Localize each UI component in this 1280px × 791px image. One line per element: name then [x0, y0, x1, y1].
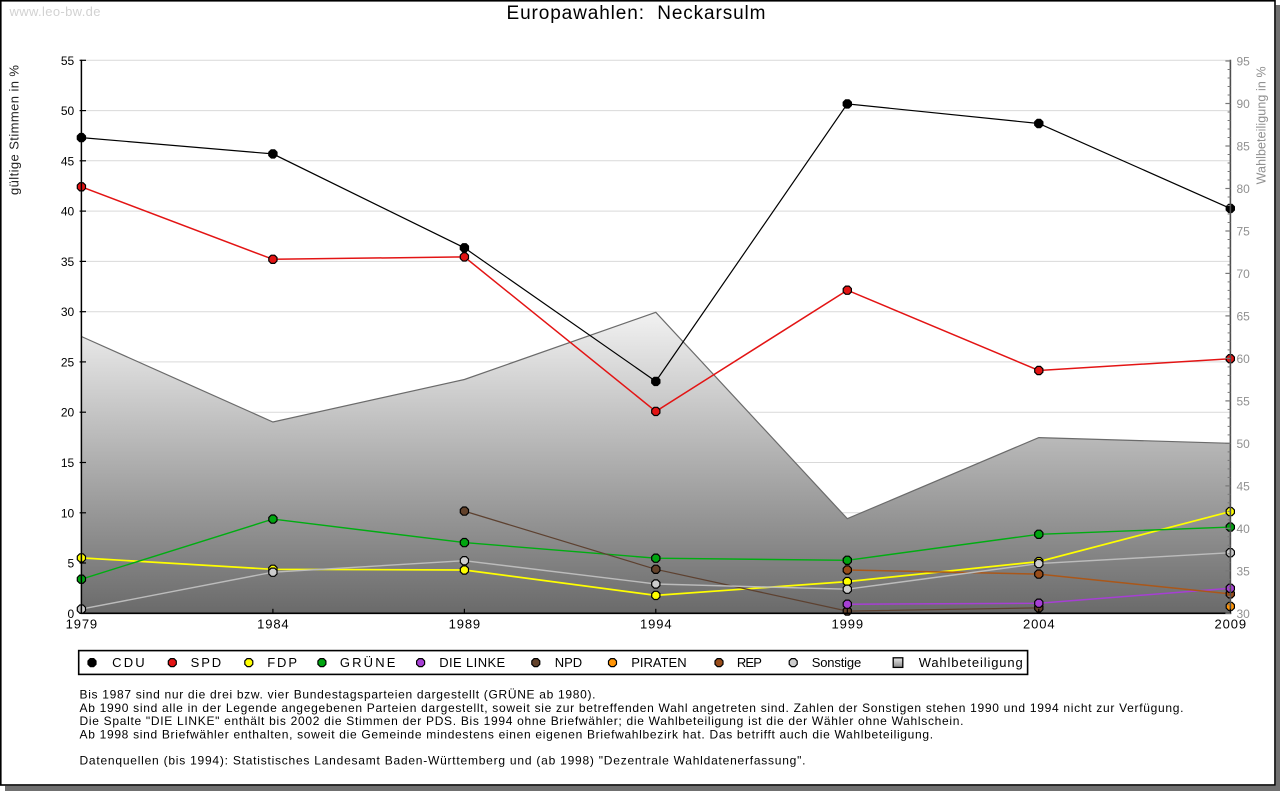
- svg-text:45: 45: [61, 154, 75, 168]
- svg-text:GRÜNE: GRÜNE: [340, 655, 396, 670]
- svg-text:Ab 1998 sind Briefwähler entha: Ab 1998 sind Briefwähler enthalten, sowe…: [80, 727, 934, 741]
- svg-text:55: 55: [61, 54, 75, 68]
- svg-text:20: 20: [61, 406, 75, 420]
- svg-text:5: 5: [68, 557, 75, 571]
- svg-text:70: 70: [1237, 267, 1251, 281]
- svg-text:Wahlbeteiligung: Wahlbeteiligung: [919, 655, 1023, 670]
- svg-text:65: 65: [1237, 309, 1251, 323]
- svg-text:10: 10: [61, 506, 75, 520]
- svg-text:NPD: NPD: [555, 655, 583, 670]
- svg-text:60: 60: [1237, 352, 1251, 366]
- svg-text:Europawahlen: Neckarsulm: Europawahlen: Neckarsulm: [507, 3, 766, 24]
- svg-text:80: 80: [1237, 182, 1251, 196]
- svg-text:FDP: FDP: [267, 655, 297, 670]
- svg-text:2009: 2009: [1215, 617, 1247, 632]
- svg-text:CDU: CDU: [112, 655, 145, 670]
- svg-text:85: 85: [1237, 140, 1251, 154]
- svg-text:1994: 1994: [640, 617, 672, 632]
- svg-text:30: 30: [61, 305, 75, 319]
- svg-text:Wahlbeteiligung in %: Wahlbeteiligung in %: [1254, 66, 1268, 184]
- svg-text:95: 95: [1237, 55, 1251, 69]
- svg-text:15: 15: [61, 456, 75, 470]
- svg-text:35: 35: [1237, 564, 1251, 578]
- svg-text:1999: 1999: [832, 617, 864, 632]
- svg-text:40: 40: [1237, 522, 1251, 536]
- svg-text:Ab 1990 sind alle in der Legen: Ab 1990 sind alle in der Legende angegeb…: [80, 701, 1184, 715]
- svg-text:1989: 1989: [449, 617, 481, 632]
- svg-text:Die Spalte "DIE LINKE" enthält: Die Spalte "DIE LINKE" enthält bis 2002 …: [80, 714, 964, 728]
- svg-text:0: 0: [68, 607, 75, 621]
- svg-text:45: 45: [1237, 479, 1251, 493]
- svg-text:www.leo-bw.de: www.leo-bw.de: [9, 4, 101, 19]
- svg-text:25: 25: [61, 355, 75, 369]
- svg-text:1979: 1979: [66, 617, 98, 632]
- svg-text:75: 75: [1237, 225, 1251, 239]
- svg-text:Sonstige: Sonstige: [812, 655, 862, 670]
- svg-text:Bis 1987 sind nur die drei bzw: Bis 1987 sind nur die drei bzw. vier Bun…: [80, 688, 596, 702]
- svg-text:gültige Stimmen in %: gültige Stimmen in %: [7, 65, 22, 195]
- svg-text:DIE LINKE: DIE LINKE: [439, 655, 505, 670]
- svg-text:90: 90: [1237, 97, 1251, 111]
- svg-text:50: 50: [61, 104, 75, 118]
- svg-text:50: 50: [1237, 437, 1251, 451]
- svg-text:2004: 2004: [1023, 617, 1055, 632]
- svg-text:PIRATEN: PIRATEN: [631, 655, 686, 670]
- svg-text:30: 30: [1237, 607, 1251, 621]
- svg-text:Datenquellen (bis 1994): Stati: Datenquellen (bis 1994): Statistisches L…: [80, 754, 806, 768]
- svg-text:REP: REP: [737, 655, 762, 670]
- svg-text:1984: 1984: [257, 617, 289, 632]
- svg-text:SPD: SPD: [191, 655, 222, 670]
- svg-text:35: 35: [61, 255, 75, 269]
- svg-text:55: 55: [1237, 394, 1251, 408]
- svg-text:40: 40: [61, 205, 75, 219]
